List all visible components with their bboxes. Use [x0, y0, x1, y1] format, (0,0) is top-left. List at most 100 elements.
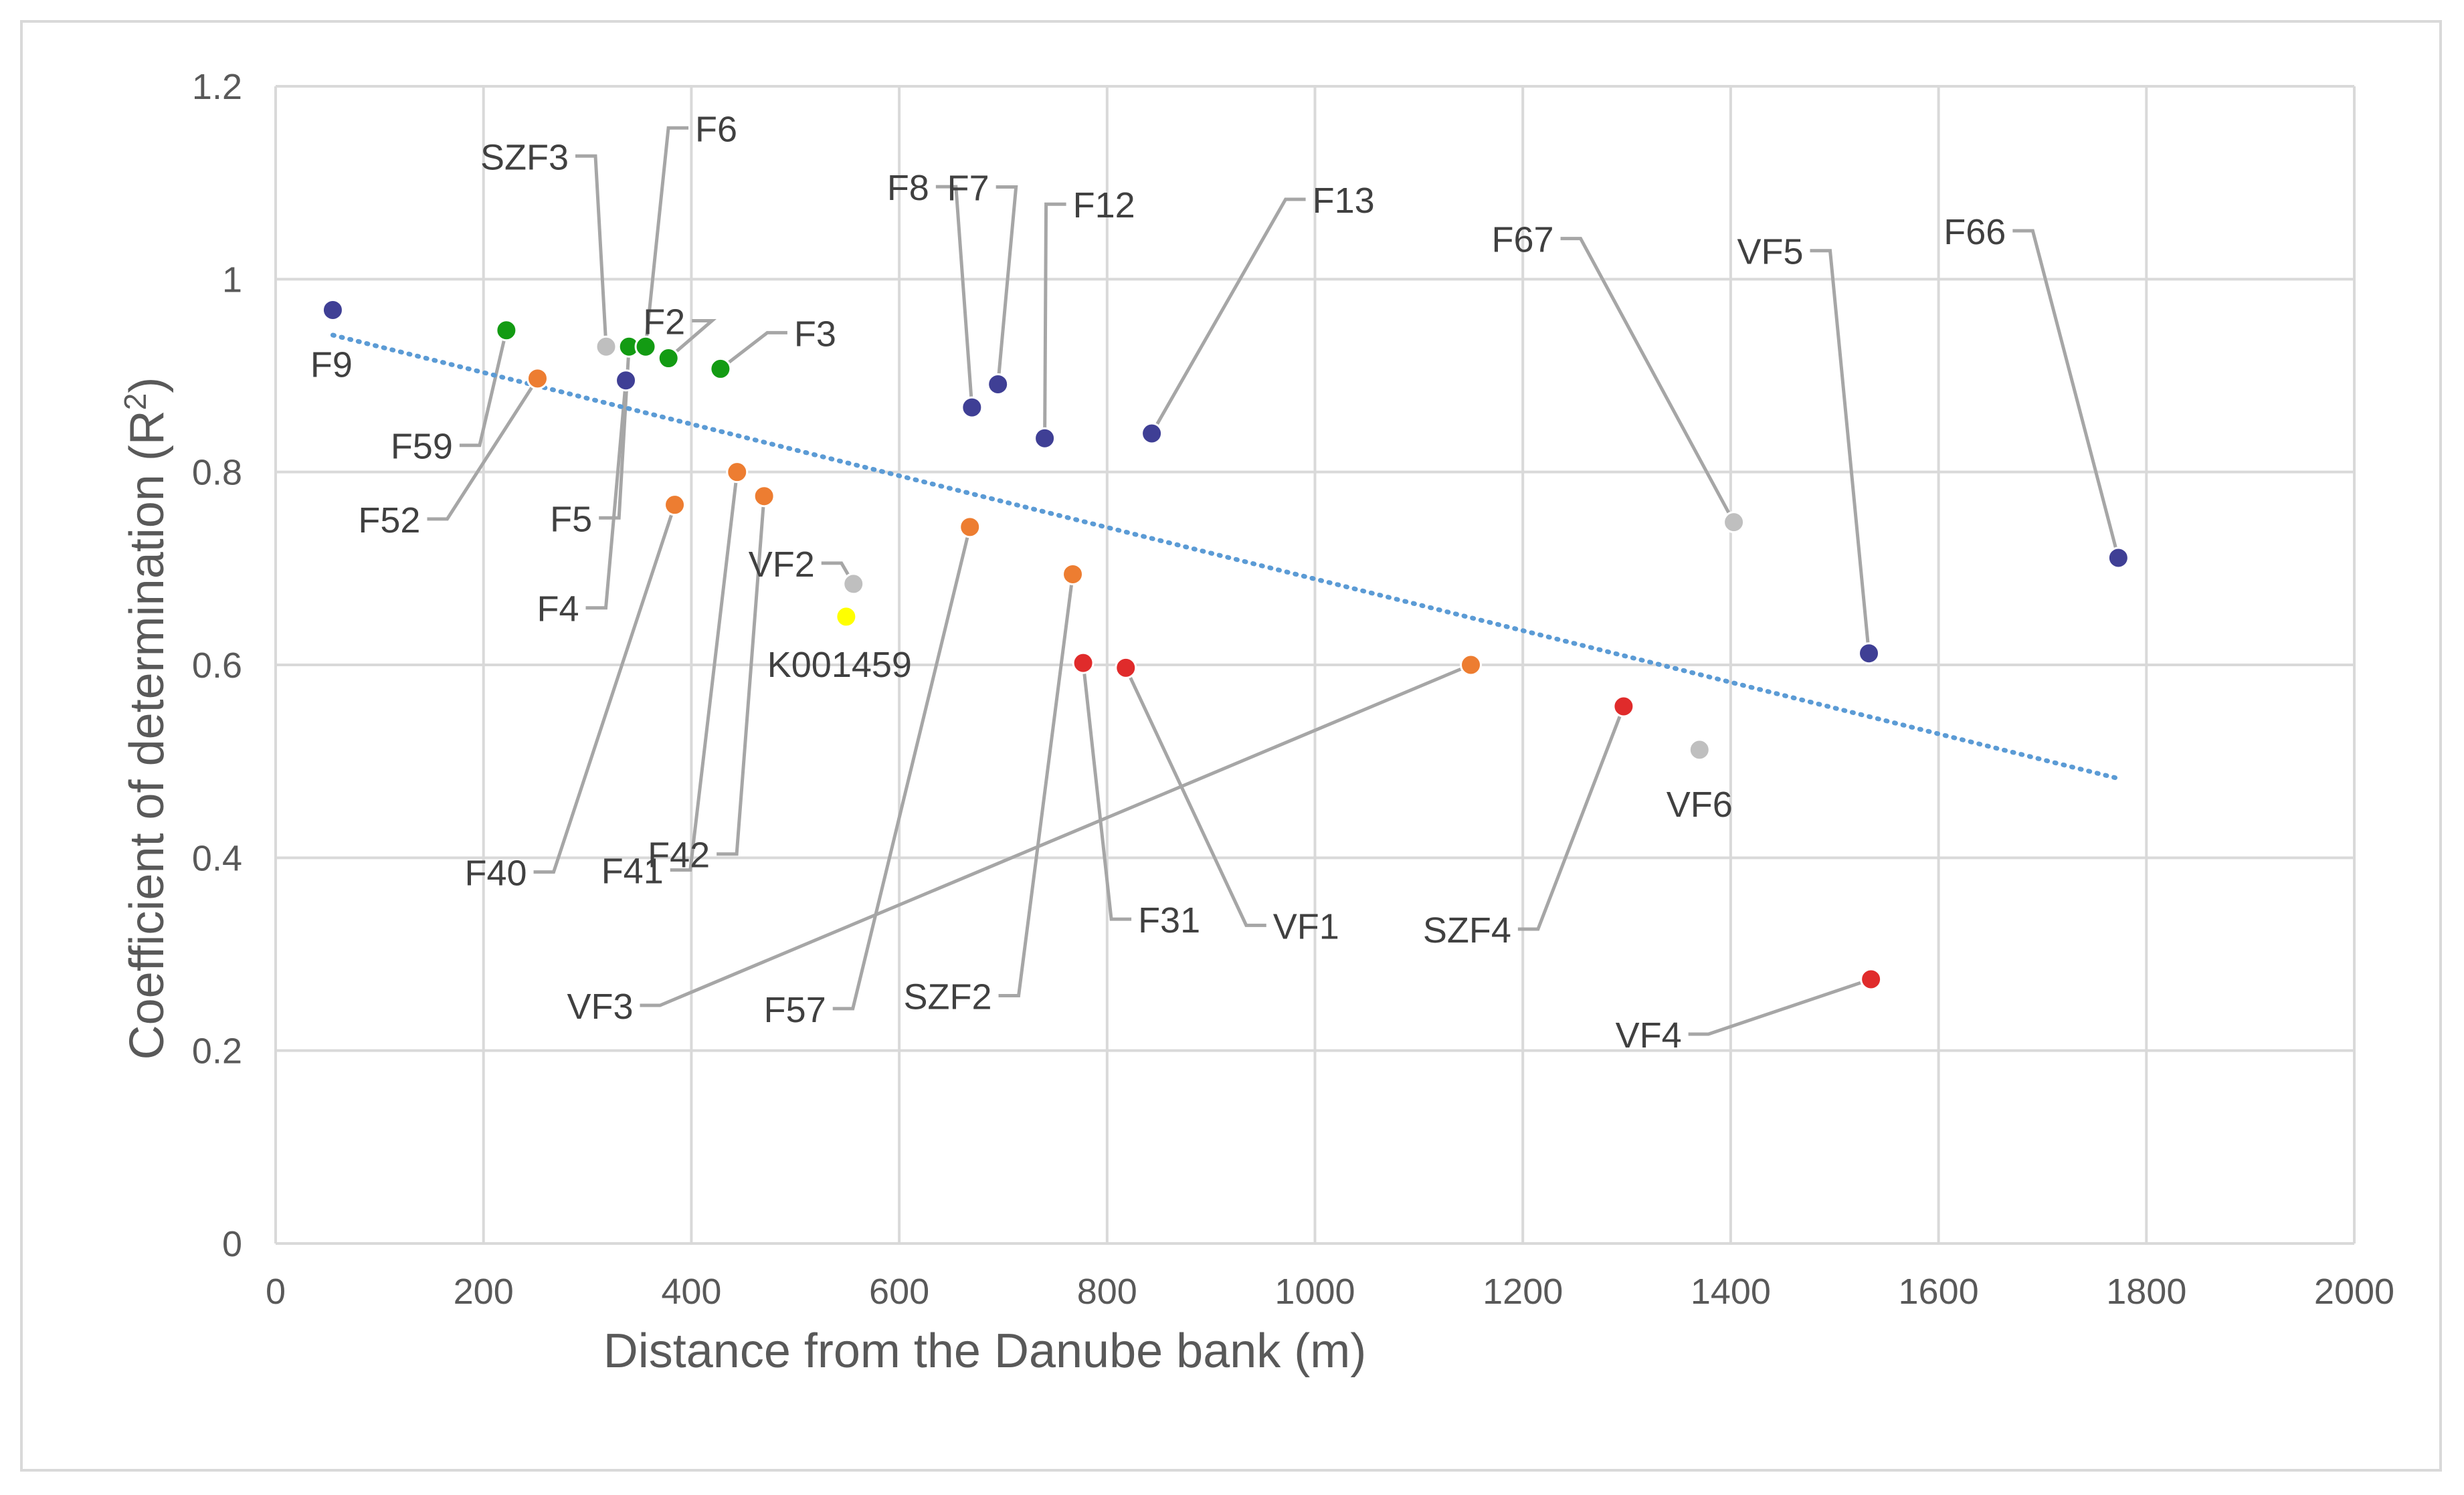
point-label-f41: F41 [601, 852, 664, 892]
point-label-vf3: VF3 [567, 987, 633, 1027]
leader-line-szf4 [1517, 706, 1626, 931]
y-axis-title-tail: ) [120, 377, 174, 393]
leader-line-f66 [2012, 229, 2120, 559]
leader-line-f40 [533, 504, 676, 874]
y-axis-title-superscript: 2 [118, 393, 153, 411]
x-tick-label: 0 [266, 1272, 286, 1312]
x-tick-label: 2000 [2314, 1272, 2394, 1312]
leader-line-szf3 [575, 154, 608, 347]
leader-line-f4 [585, 380, 628, 610]
y-tick-label: 1.2 [192, 67, 242, 107]
leader-line-f12 [1043, 202, 1066, 439]
point-label-f42: F42 [648, 835, 710, 876]
x-tick-label: 200 [454, 1272, 514, 1312]
leader-line-vf3 [640, 663, 1472, 1007]
leader-line-layer [427, 126, 2120, 1036]
data-point-f8 [961, 396, 983, 419]
leader-line-f6 [644, 126, 689, 347]
point-label-vf4: VF4 [1616, 1015, 1682, 1056]
y-axis-title: Coefficient of determination (R2) [118, 377, 174, 1060]
y-tick-label: 0.4 [192, 838, 242, 878]
data-point-f6 [634, 335, 657, 358]
leader-line-vf1 [1124, 667, 1266, 927]
point-label-szf2: SZF2 [904, 977, 992, 1017]
leader-line-f41 [670, 472, 739, 872]
leader-line-f3 [719, 330, 787, 371]
data-point-f42 [753, 485, 775, 508]
leader-line-szf2 [998, 574, 1075, 997]
data-point-f40 [664, 494, 686, 516]
point-label-f12: F12 [1073, 185, 1135, 225]
data-point-k001459 [835, 605, 858, 628]
grid-layer [274, 85, 2356, 1245]
point-label-vf2: VF2 [749, 544, 815, 585]
data-point-vf3 [1460, 654, 1483, 676]
scatter-chart: 0 200 400 600 800 1000 1200 1400 1600 1800 2000 0 0.… [118, 67, 2394, 1378]
chart-frame: 0 200 400 600 800 1000 1200 1400 1600 1800 2000 0 0.… [20, 20, 2442, 1472]
data-point-szf2 [1062, 563, 1084, 585]
data-point-vf4 [1860, 968, 1883, 991]
point-label-k001459: K001459 [767, 645, 912, 685]
y-tick-label: 0.8 [192, 453, 242, 493]
x-axis-title: Distance from the Danube bank (m) [603, 1324, 1367, 1378]
data-point-f3 [709, 357, 732, 380]
tick-label-layer: 0 200 400 600 800 1000 1200 1400 1600 1800 2000 0 0.… [192, 67, 2394, 1312]
point-label-f5: F5 [550, 499, 592, 539]
point-label-szf4: SZF4 [1423, 910, 1511, 951]
data-point-vf5 [1858, 642, 1881, 665]
point-label-f40: F40 [464, 854, 527, 894]
point-label-f52: F52 [358, 500, 420, 540]
point-label-f13: F13 [1313, 181, 1375, 221]
point-label-f67: F67 [1491, 220, 1553, 260]
leader-line-vf4 [1688, 977, 1872, 1036]
x-tick-label: 1800 [2106, 1272, 2186, 1312]
y-tick-label: 0.6 [192, 645, 242, 686]
data-point-f57 [959, 516, 981, 538]
point-label-f9: F9 [310, 344, 353, 385]
leader-line-f7 [996, 185, 1018, 385]
data-point-f31 [1072, 652, 1095, 674]
data-point-szf4 [1612, 695, 1635, 718]
leader-line-f2 [667, 319, 717, 360]
point-label-f59: F59 [391, 427, 453, 467]
leader-line-f59 [459, 330, 508, 447]
data-point-f2 [657, 347, 680, 370]
leader-line-f13 [1150, 197, 1306, 435]
point-label-f8: F8 [887, 168, 929, 208]
point-label-f31: F31 [1138, 900, 1200, 940]
data-point-f52 [526, 367, 549, 390]
point-label-f66: F66 [1944, 212, 2006, 252]
x-tick-label: 800 [1077, 1272, 1137, 1312]
point-label-f2: F2 [643, 302, 685, 342]
point-label-vf5: VF5 [1737, 232, 1803, 272]
leader-line-f57 [832, 526, 972, 1011]
data-point-vf2 [842, 573, 865, 595]
x-tick-label: 400 [661, 1272, 721, 1312]
leader-line-f67 [1560, 237, 1735, 523]
point-label-f6: F6 [695, 109, 737, 149]
x-tick-label: 1200 [1483, 1272, 1563, 1312]
data-point-f13 [1141, 422, 1163, 445]
y-tick-label: 0.2 [192, 1031, 242, 1072]
data-point-szf3 [595, 335, 618, 358]
point-label-vf6: VF6 [1667, 785, 1733, 825]
x-tick-label: 1000 [1274, 1272, 1355, 1312]
x-tick-label: 1600 [1899, 1272, 1979, 1312]
data-point-f12 [1034, 427, 1056, 450]
point-layer [321, 298, 2129, 991]
trendline [330, 332, 2118, 781]
point-label-f57: F57 [764, 990, 826, 1030]
leader-line-f8 [935, 185, 974, 408]
data-point-vf6 [1688, 738, 1711, 761]
y-tick-label: 1 [222, 260, 242, 300]
point-label-szf3: SZF3 [480, 137, 569, 177]
leader-line-f52 [427, 377, 539, 521]
data-point-f67 [1723, 511, 1745, 534]
data-point-f9 [321, 298, 344, 321]
x-tick-label: 600 [869, 1272, 929, 1312]
data-point-f41 [726, 461, 749, 484]
data-point-f66 [2107, 546, 2129, 569]
point-label-vf1: VF1 [1273, 906, 1339, 946]
y-axis-title-main: Coefficient of determination (R [120, 410, 174, 1060]
